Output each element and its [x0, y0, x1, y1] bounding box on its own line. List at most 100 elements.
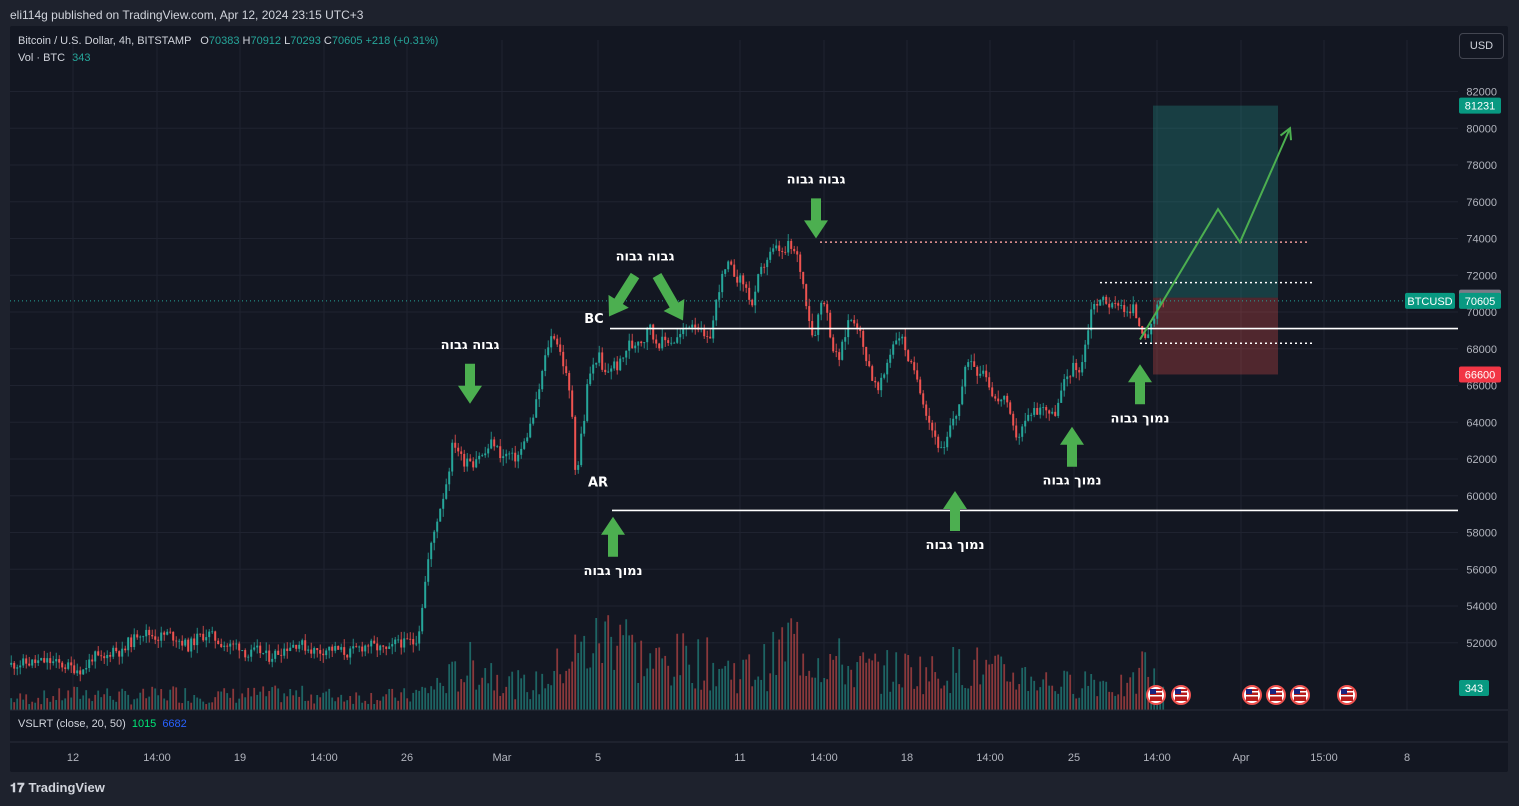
candle-body — [805, 284, 808, 307]
candle-body — [343, 647, 346, 655]
candle-body — [214, 631, 217, 641]
candle-body — [742, 275, 745, 285]
currency-button[interactable]: USD — [1459, 33, 1504, 59]
volume-bar — [457, 691, 460, 710]
candle-body — [520, 448, 523, 455]
volume-bar — [16, 698, 19, 710]
volume-tag-bg — [1459, 680, 1489, 696]
candle-body — [694, 324, 697, 328]
volume-bar — [289, 688, 292, 710]
candle-body — [580, 433, 583, 466]
volume-bar — [358, 695, 361, 710]
candle-body — [451, 442, 454, 472]
volume-bar — [715, 686, 718, 710]
volume-bar — [202, 701, 205, 710]
volume-bar — [211, 702, 214, 710]
candle-body — [661, 336, 664, 349]
stop-price-tag-bg — [1459, 366, 1501, 383]
volume-bar — [964, 687, 967, 710]
candle-body — [853, 320, 856, 324]
candle-body — [406, 638, 409, 640]
candle-body — [502, 456, 505, 459]
volume-bar — [301, 685, 304, 710]
volume-bar — [361, 702, 364, 710]
candle-body — [148, 629, 151, 636]
symbol-name: Bitcoin / U.S. Dollar, 4h, BITSTAMP — [18, 35, 192, 47]
volume-bar — [871, 660, 874, 710]
volume-bar — [331, 697, 334, 710]
candle-body — [385, 646, 388, 649]
candle-body — [112, 647, 115, 657]
volume-bar — [883, 665, 886, 710]
volume-bar — [454, 661, 457, 710]
volume-bar — [847, 665, 850, 710]
volume-bar — [1054, 691, 1057, 710]
volume-bar — [376, 699, 379, 710]
volume-bar — [679, 675, 682, 710]
volume-bar — [703, 680, 706, 710]
price-tick-label: 82000 — [1466, 87, 1497, 99]
candle-body — [235, 643, 238, 645]
candle-body — [598, 352, 601, 363]
arrow-up-icon — [943, 491, 967, 532]
price-tick-label: 72000 — [1466, 270, 1497, 282]
volume-bar — [1105, 681, 1108, 710]
candle-body — [1060, 390, 1063, 403]
volume-bar — [814, 677, 817, 710]
volume-bar — [304, 700, 307, 710]
candle-body — [157, 639, 160, 641]
candle-body — [823, 302, 826, 305]
volume-bar — [1129, 677, 1132, 710]
candle-body — [841, 341, 844, 360]
volume-bar — [247, 687, 250, 710]
volume-bar — [976, 647, 979, 710]
time-tick-label: 12 — [67, 752, 79, 764]
candle-body — [637, 341, 640, 346]
volume-bar — [958, 649, 961, 710]
candle-body — [607, 371, 610, 373]
volume-bar — [154, 688, 157, 710]
candle-body — [862, 330, 865, 347]
candle-body — [418, 631, 421, 644]
volume-bar — [256, 694, 259, 710]
candle-body — [577, 465, 580, 470]
symbol-price-tag-bg — [1405, 292, 1455, 309]
volume-bar — [928, 681, 931, 710]
volume-bar — [907, 655, 910, 710]
candle-body — [259, 645, 262, 654]
volume-bar — [157, 695, 160, 710]
volume-bar — [970, 685, 973, 710]
candle-body — [1120, 305, 1123, 306]
candle-body — [1069, 376, 1072, 378]
volume-bar — [451, 661, 454, 710]
volume-bar — [1039, 687, 1042, 710]
candle-body — [211, 631, 214, 633]
volume-bar — [874, 653, 877, 710]
us-flag-icon — [1242, 685, 1262, 705]
volume-bar — [418, 690, 421, 710]
candle-body — [601, 352, 604, 370]
volume-bar — [922, 694, 925, 710]
volume-bar — [352, 703, 355, 710]
volume-bar — [67, 690, 70, 710]
volume-bar — [100, 697, 103, 710]
volume-bar — [103, 694, 106, 710]
us-flag-icon — [1290, 685, 1310, 705]
candle-body — [829, 312, 832, 338]
volume-bar — [1036, 690, 1039, 710]
candle-body — [268, 650, 271, 662]
volume-bar — [991, 663, 994, 710]
volume-bar — [259, 691, 262, 710]
us-flag-canton — [1150, 689, 1156, 694]
volume-bar — [370, 692, 373, 710]
tradingview-logo[interactable]: 𝟏𝟕 TradingView — [10, 780, 105, 796]
arrow-down-right-icon — [652, 273, 685, 321]
volume-bar — [583, 635, 586, 710]
volume-bar — [61, 700, 64, 710]
volume-bar — [322, 692, 325, 710]
candle-body — [649, 324, 652, 329]
volume-bar — [427, 693, 430, 710]
volume-bar — [643, 676, 646, 710]
candle-body — [709, 336, 712, 339]
